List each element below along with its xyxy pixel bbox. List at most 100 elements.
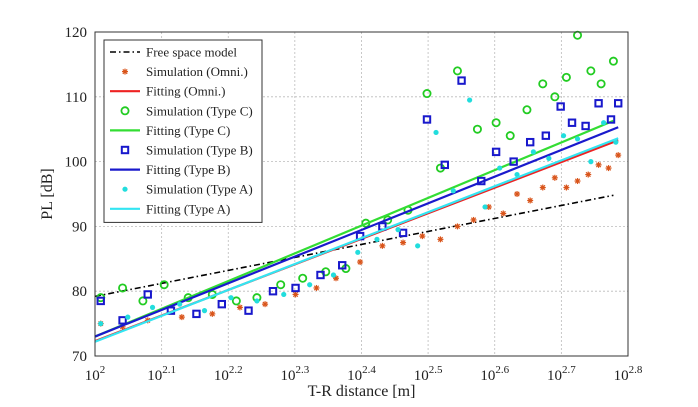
y-tick-label: 70	[72, 349, 87, 365]
x-tick-label: 102.2	[214, 364, 243, 384]
legend-marker-icon	[122, 186, 128, 192]
data-point	[595, 161, 602, 168]
legend-label: Fitting (Type C)	[146, 123, 230, 138]
data-point	[560, 133, 567, 139]
data-point	[440, 160, 449, 170]
data-point	[574, 136, 581, 142]
data-point	[355, 249, 361, 255]
data-point	[298, 273, 308, 283]
data-point	[262, 301, 269, 308]
data-point	[254, 298, 260, 304]
legend-label: Simulation (Type B)	[146, 143, 253, 158]
data-point	[585, 171, 592, 178]
fit-line	[94, 126, 619, 338]
data-point	[118, 283, 128, 293]
data-point	[419, 233, 426, 240]
series-simulation-omni	[97, 152, 622, 330]
series-simulation-type-a	[98, 97, 619, 327]
data-point	[574, 178, 581, 185]
data-point	[546, 155, 552, 161]
data-point	[491, 147, 501, 157]
data-point	[313, 284, 320, 291]
legend-marker-icon	[120, 145, 130, 155]
data-point	[192, 309, 201, 319]
data-point	[330, 272, 337, 278]
data-point	[452, 66, 462, 76]
series-fitting-type-b	[94, 126, 619, 338]
data-point	[527, 197, 534, 204]
data-point	[422, 89, 432, 99]
data-point	[395, 227, 401, 233]
x-tick-label: 102	[85, 364, 106, 384]
tick-labels: 102 102.1 102.2 102.3 102.4 102.5 102.6 102.7 10…	[65, 25, 643, 384]
x-tick-label: 102.5	[414, 364, 443, 384]
data-point	[268, 287, 278, 296]
legend-entry: Simulation (Type A)	[122, 182, 253, 197]
data-point	[588, 159, 594, 165]
data-point	[563, 184, 570, 191]
data-point	[217, 299, 227, 309]
plot-area	[94, 30, 623, 343]
data-point	[149, 304, 156, 310]
data-point	[470, 216, 477, 223]
data-point	[514, 171, 520, 178]
data-point	[98, 321, 104, 327]
data-point	[615, 152, 622, 159]
data-point	[457, 76, 466, 85]
data-point	[491, 118, 501, 128]
data-point	[514, 191, 521, 197]
data-point	[561, 72, 571, 82]
y-tick-label: 90	[72, 219, 87, 235]
data-point	[433, 129, 439, 136]
data-point	[118, 316, 127, 325]
data-point	[539, 184, 546, 191]
data-point	[505, 131, 515, 141]
data-point	[125, 314, 131, 320]
legend-entry: Simulation (Type C)	[120, 103, 253, 118]
data-point	[500, 210, 507, 217]
legend-entry: Simulation (Type B)	[120, 143, 253, 158]
legend-entry: Fitting (Type C)	[110, 123, 230, 138]
series-fitting-type-c	[94, 119, 614, 338]
data-point	[201, 308, 208, 314]
data-point	[400, 239, 407, 246]
data-point	[586, 66, 596, 76]
data-point	[316, 270, 325, 280]
data-point	[525, 137, 535, 147]
x-tick-label: 102.7	[547, 364, 576, 384]
data-point	[338, 261, 347, 270]
data-point	[596, 79, 606, 89]
data-point	[467, 97, 473, 103]
legend-label: Fitting (Type A)	[146, 201, 230, 216]
legend-entry: Fitting (Type B)	[110, 162, 230, 177]
data-point	[379, 242, 386, 249]
legend-label: Simulation (Omni.)	[146, 64, 248, 79]
data-point	[244, 306, 253, 315]
legend-label: Simulation (Type C)	[146, 103, 253, 118]
fit-line	[94, 119, 614, 338]
legend: Free space model Simulation (Omni.) Fittin…	[103, 39, 263, 223]
x-tick-label: 102.4	[347, 364, 376, 384]
data-point	[231, 296, 241, 306]
legend-label: Simulation (Type A)	[146, 182, 253, 197]
data-point	[608, 56, 618, 66]
y-axis-label: PL [dB]	[39, 168, 56, 219]
legend-marker-icon	[122, 68, 128, 75]
data-point	[422, 115, 432, 124]
data-point	[556, 102, 565, 111]
fit-line	[94, 137, 619, 343]
data-point	[606, 115, 616, 124]
y-tick-label: 110	[65, 90, 87, 106]
y-tick-label: 80	[72, 284, 87, 300]
series-fitting-type-a	[94, 137, 619, 343]
x-tick-label: 102.6	[480, 364, 509, 384]
data-point	[581, 121, 590, 131]
data-point	[177, 301, 183, 307]
x-tick-label: 102.3	[280, 364, 309, 384]
data-point	[236, 304, 243, 311]
data-point	[614, 99, 623, 108]
data-point	[601, 120, 607, 126]
data-point	[281, 291, 287, 298]
data-point	[550, 92, 560, 102]
legend-entry: Simulation (Omni.)	[122, 64, 248, 79]
